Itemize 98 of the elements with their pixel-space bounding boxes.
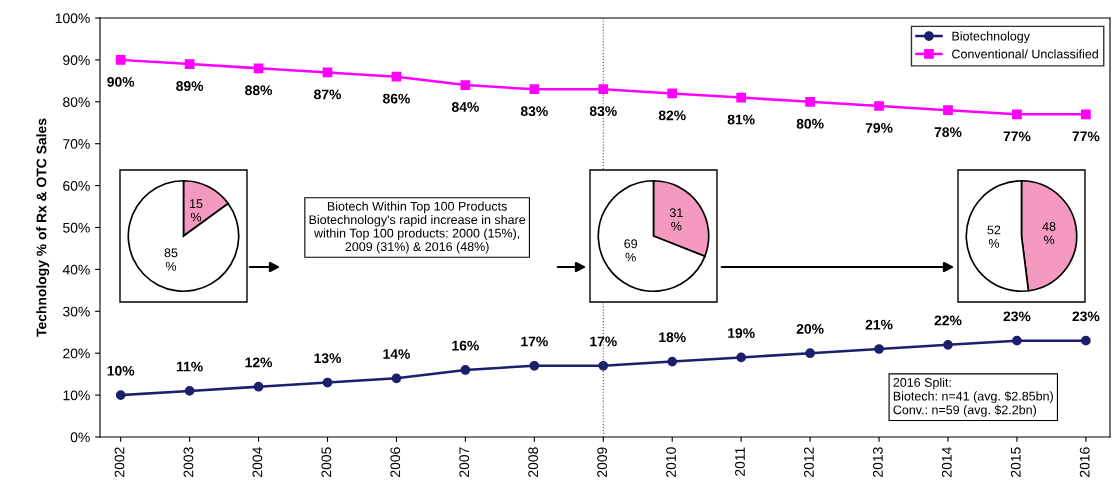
point xyxy=(667,88,678,99)
y-tick-label: 100% xyxy=(55,13,90,24)
x-tick-label: 2015 xyxy=(1010,447,1021,477)
x-tick-label: 2016 xyxy=(1079,447,1090,477)
x-tick-label: 2010 xyxy=(666,447,676,477)
point xyxy=(460,80,471,90)
point xyxy=(874,101,884,111)
y-tick-label: 70% xyxy=(63,139,90,149)
data-label: 77% xyxy=(1003,131,1031,142)
y-tick-label: 0% xyxy=(70,432,90,443)
data-label: 90% xyxy=(107,76,135,87)
x-tick-label: 2005 xyxy=(321,447,332,477)
data-label: 23% xyxy=(1072,311,1100,322)
data-label: 84% xyxy=(451,102,479,112)
point xyxy=(736,352,747,363)
data-label: 12% xyxy=(245,357,273,368)
data-label: 13% xyxy=(314,353,342,364)
point xyxy=(598,84,609,95)
pie-slice xyxy=(597,179,706,293)
y-tick-label: 10% xyxy=(63,390,90,401)
data-label: 16% xyxy=(452,340,479,351)
y-tick-label: 40% xyxy=(62,264,90,275)
point xyxy=(184,59,195,69)
annotation: 2016 Split: Biotech: n=41 (avg. $2.85bn) Conv.: n=59 (avg. $2.2bn) xyxy=(893,377,1053,417)
x-tick-label: 2008 xyxy=(528,447,539,477)
legend-label: Biotechnology xyxy=(952,31,1030,43)
point xyxy=(1081,335,1091,346)
x-tick-label: 2003 xyxy=(183,447,194,477)
data-label: 82% xyxy=(658,110,686,121)
point xyxy=(598,360,609,371)
data-label: 14% xyxy=(383,349,410,359)
point xyxy=(253,63,264,74)
x-tick-label: 2011 xyxy=(735,447,745,476)
point xyxy=(184,386,195,396)
data-label: 85 % xyxy=(164,248,178,271)
x-tick-label: 2014 xyxy=(941,447,952,477)
y-tick-label: 80% xyxy=(63,97,90,107)
data-label: 86% xyxy=(382,93,410,104)
data-label: 11% xyxy=(176,361,203,372)
data-label: 77% xyxy=(1072,131,1100,142)
y-tick-label: 30% xyxy=(63,306,90,317)
point xyxy=(322,377,333,388)
annotation: Biotech Within Top 100 Products Biotechnology's rapid increase in share within Top 100 products: 2000 (15%), 2009 (31%) & 2016 (48%) xyxy=(309,201,526,254)
data-label: 20% xyxy=(796,323,824,334)
point xyxy=(391,71,402,82)
data-label: 21% xyxy=(865,319,893,330)
x-tick-label: 2002 xyxy=(114,447,125,477)
point xyxy=(805,348,815,359)
point xyxy=(1012,335,1022,346)
point xyxy=(115,390,126,400)
point xyxy=(529,84,540,95)
data-label: 88% xyxy=(245,85,273,96)
y-axis-title: Technology % of Rx & OTC Sales xyxy=(36,118,50,337)
data-label: 15 % xyxy=(190,199,203,222)
y-tick-label: 20% xyxy=(63,348,90,359)
point xyxy=(943,105,953,116)
x-tick-label: 2006 xyxy=(390,447,401,477)
x-tick-label: 2012 xyxy=(804,447,814,477)
point xyxy=(667,356,678,367)
data-label: 83% xyxy=(589,106,617,117)
data-label: 89% xyxy=(176,81,204,91)
data-label: 79% xyxy=(865,123,893,133)
data-label: 52 % xyxy=(987,225,1001,248)
data-label: 18% xyxy=(659,332,686,343)
data-label: 19% xyxy=(728,328,755,338)
y-tick-label: 60% xyxy=(63,180,90,191)
data-label: 87% xyxy=(314,89,342,100)
x-tick-label: 2009 xyxy=(597,447,607,477)
data-label: 48 % xyxy=(1042,222,1056,245)
y-tick-label: 90% xyxy=(63,55,90,66)
data-label: 83% xyxy=(520,106,548,117)
data-label: 17% xyxy=(590,336,617,347)
point xyxy=(736,92,747,103)
point xyxy=(115,55,126,65)
point xyxy=(805,96,815,107)
data-label: 22% xyxy=(934,315,962,326)
point xyxy=(391,373,402,384)
x-tick-label: 2007 xyxy=(459,447,470,477)
data-label: 31 % xyxy=(669,208,683,231)
x-tick-label: 2013 xyxy=(872,447,883,477)
data-label: 80% xyxy=(796,118,824,129)
point xyxy=(1081,109,1091,120)
data-label: 17% xyxy=(521,336,548,347)
data-label: 69 % xyxy=(624,239,638,262)
point xyxy=(460,365,471,375)
point xyxy=(1012,109,1022,120)
y-tick-label: 50% xyxy=(63,222,90,233)
data-label: 10% xyxy=(107,365,135,376)
data-label: 23% xyxy=(1003,311,1031,322)
x-tick-label: 2004 xyxy=(252,447,263,477)
point xyxy=(874,344,884,354)
point xyxy=(943,339,953,350)
data-label: 81% xyxy=(727,114,755,125)
pie-slice xyxy=(127,179,240,293)
point xyxy=(529,360,540,371)
legend-label: Conventional/ Unclassified xyxy=(952,49,1098,59)
point xyxy=(253,381,264,392)
data-label: 78% xyxy=(934,127,962,138)
